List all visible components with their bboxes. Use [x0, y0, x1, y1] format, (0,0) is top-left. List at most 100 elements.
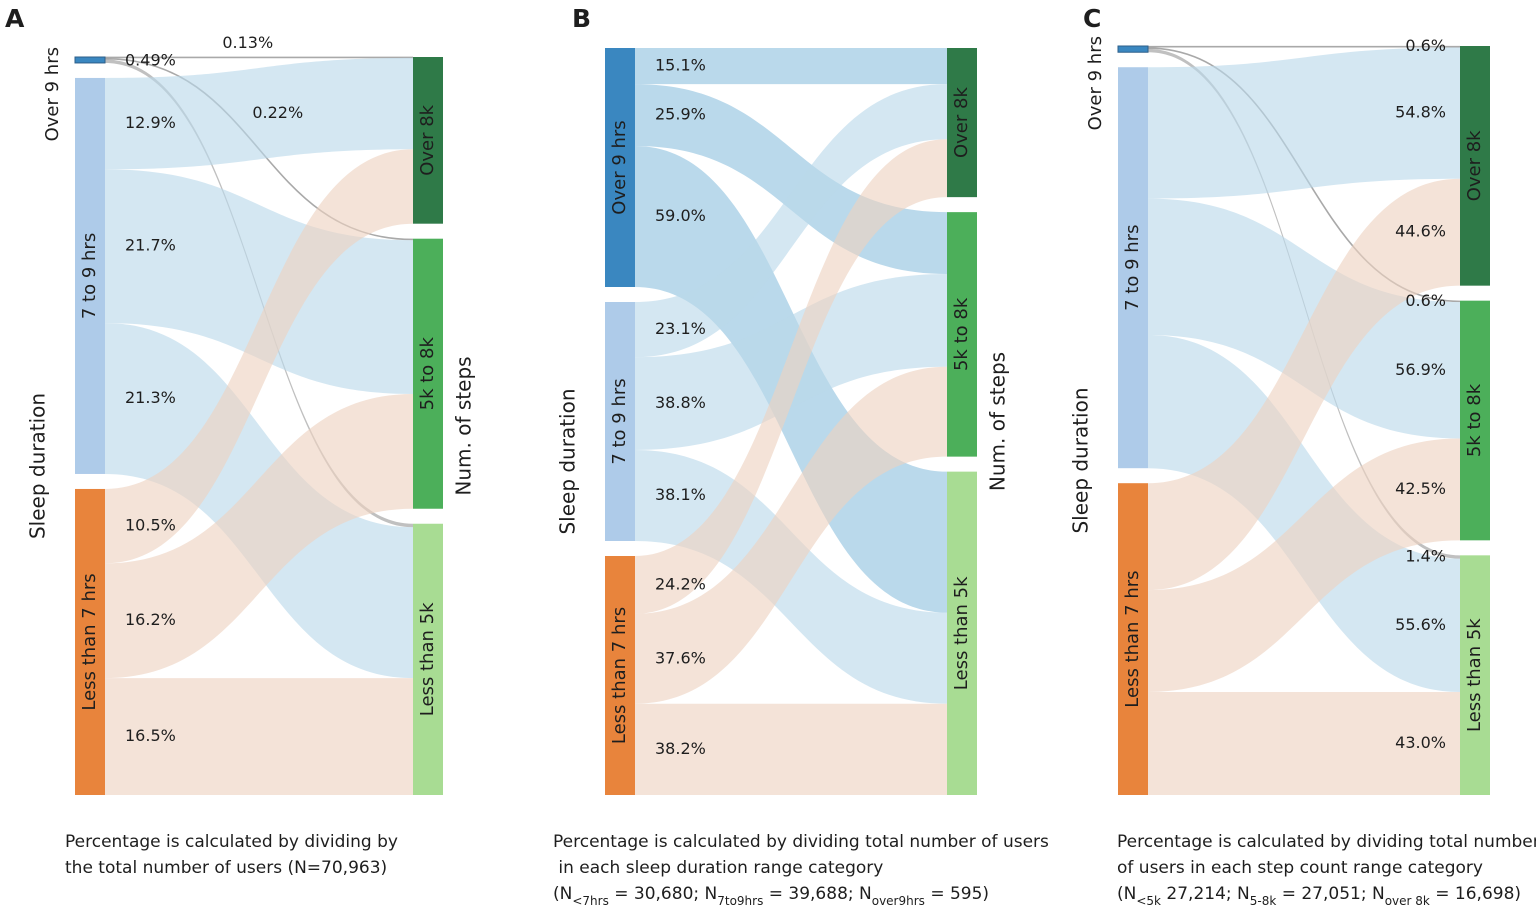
- value-label: 0.49%: [125, 51, 176, 70]
- source-axis-label: Sleep duration: [556, 388, 580, 534]
- target-node: [1460, 555, 1490, 795]
- caption-text: = 30,680; N: [609, 884, 717, 904]
- caption-subscript: over 8k: [1385, 894, 1430, 908]
- target-node: [947, 471, 977, 795]
- value-label: 38.2%: [655, 739, 706, 758]
- value-label: 37.6%: [655, 648, 706, 667]
- value-label: 21.7%: [125, 236, 176, 255]
- flow: [105, 57, 413, 170]
- source-node-label: Less than 7 hrs: [79, 573, 100, 710]
- target-node-label: Over 8k: [1464, 130, 1485, 201]
- source-node: [1118, 67, 1148, 469]
- caption-subscript: <7hrs: [572, 894, 608, 908]
- source-node: [74, 56, 106, 64]
- target-node: [413, 523, 443, 795]
- target-node-label: 5k to 8k: [951, 297, 972, 371]
- source-node: [1117, 45, 1149, 53]
- flow: [635, 48, 947, 85]
- caption-line: of users in each step count range catego…: [1117, 858, 1483, 878]
- caption-text: = 27,051; N: [1276, 884, 1384, 904]
- flow: [105, 149, 413, 564]
- panel-label: C: [1083, 4, 1101, 33]
- caption-subscript: over9hrs: [872, 894, 925, 908]
- source-node-label: Over 9 hrs: [42, 47, 63, 141]
- source-node-label: 7 to 9 hrs: [79, 233, 100, 319]
- value-label: 55.6%: [1395, 615, 1446, 634]
- value-label: 23.1%: [655, 319, 706, 338]
- value-label: 15.1%: [655, 56, 706, 75]
- caption-text: (N: [553, 884, 572, 904]
- value-label: 0.6%: [1405, 291, 1446, 310]
- value-label: 54.8%: [1395, 103, 1446, 122]
- source-node: [605, 556, 635, 795]
- value-label: 44.6%: [1395, 222, 1446, 241]
- target-node-label: Over 8k: [417, 104, 438, 175]
- flow: [1148, 691, 1460, 795]
- flow: [1148, 47, 1460, 199]
- caption-line: (N<5k 27,214; N5-8k = 27,051; Nover 8k =…: [1117, 884, 1521, 908]
- caption-subscript: 5-8k: [1250, 894, 1277, 908]
- flow: [1148, 438, 1460, 692]
- source-node: [605, 302, 635, 541]
- value-label: 25.9%: [655, 105, 706, 124]
- source-node-label: Less than 7 hrs: [1122, 570, 1143, 707]
- panel-label: A: [5, 4, 25, 33]
- caption-line: the total number of users (N=70,963): [65, 858, 387, 878]
- value-label: 38.1%: [655, 485, 706, 504]
- flows: [1147, 45, 1461, 795]
- caption-subscript: 7to9hrs: [717, 894, 763, 908]
- value-label: 16.5%: [125, 726, 176, 745]
- value-label: 12.9%: [125, 113, 176, 132]
- source-node: [75, 77, 105, 474]
- source-node-label: 7 to 9 hrs: [609, 378, 630, 464]
- value-label: 38.8%: [655, 393, 706, 412]
- target-node-label: Less than 5k: [951, 576, 972, 690]
- caption-line: Percentage is calculated by dividing tot…: [553, 832, 1049, 852]
- caption-line: Percentage is calculated by dividing tot…: [1117, 832, 1536, 852]
- flow: [105, 678, 413, 795]
- flow: [635, 366, 947, 704]
- target-axis-label: Num. of steps: [452, 356, 476, 495]
- target-node-label: Less than 5k: [417, 602, 438, 716]
- caption-text: (N: [1117, 884, 1136, 904]
- target-node-label: 5k to 8k: [1464, 383, 1485, 457]
- target-axis-label: Num. of steps: [986, 352, 1010, 491]
- value-label: 1.4%: [1405, 547, 1446, 566]
- target-node: [947, 48, 977, 198]
- caption-subscript: <5k: [1136, 894, 1161, 908]
- source-node: [605, 48, 635, 287]
- value-label: 43.0%: [1395, 733, 1446, 752]
- value-label: 16.2%: [125, 610, 176, 629]
- value-label: 42.5%: [1395, 479, 1446, 498]
- caption-line: Percentage is calculated by dividing by: [65, 832, 398, 852]
- value-label: 0.13%: [222, 33, 273, 52]
- target-node: [1460, 300, 1490, 541]
- flow: [1148, 178, 1460, 591]
- target-node-label: Less than 5k: [1464, 618, 1485, 732]
- source-node-label: 7 to 9 hrs: [1122, 225, 1143, 311]
- flow: [1148, 334, 1460, 692]
- target-node: [413, 57, 443, 224]
- source-node: [75, 488, 105, 795]
- panel-label: B: [572, 4, 591, 33]
- flows: [104, 56, 414, 795]
- source-node-label: Over 9 hrs: [1085, 36, 1106, 130]
- target-node-label: 5k to 8k: [417, 337, 438, 411]
- flow: [1148, 198, 1460, 439]
- flow: [635, 139, 947, 614]
- value-label: 0.6%: [1405, 36, 1446, 55]
- source-axis-label: Sleep duration: [1069, 387, 1093, 533]
- target-node: [413, 238, 443, 509]
- flows: [635, 48, 947, 795]
- value-label: 24.2%: [655, 574, 706, 593]
- source-axis-label: Sleep duration: [26, 393, 50, 539]
- flow: [105, 393, 413, 679]
- flow: [105, 169, 413, 394]
- caption-text: = 16,698): [1430, 884, 1521, 904]
- caption-text: = 39,688; N: [763, 884, 871, 904]
- source-node-label: Over 9 hrs: [609, 120, 630, 214]
- source-node: [1118, 483, 1148, 795]
- value-label: 0.22%: [252, 103, 303, 122]
- target-node-label: Over 8k: [951, 87, 972, 158]
- target-node: [1460, 46, 1490, 286]
